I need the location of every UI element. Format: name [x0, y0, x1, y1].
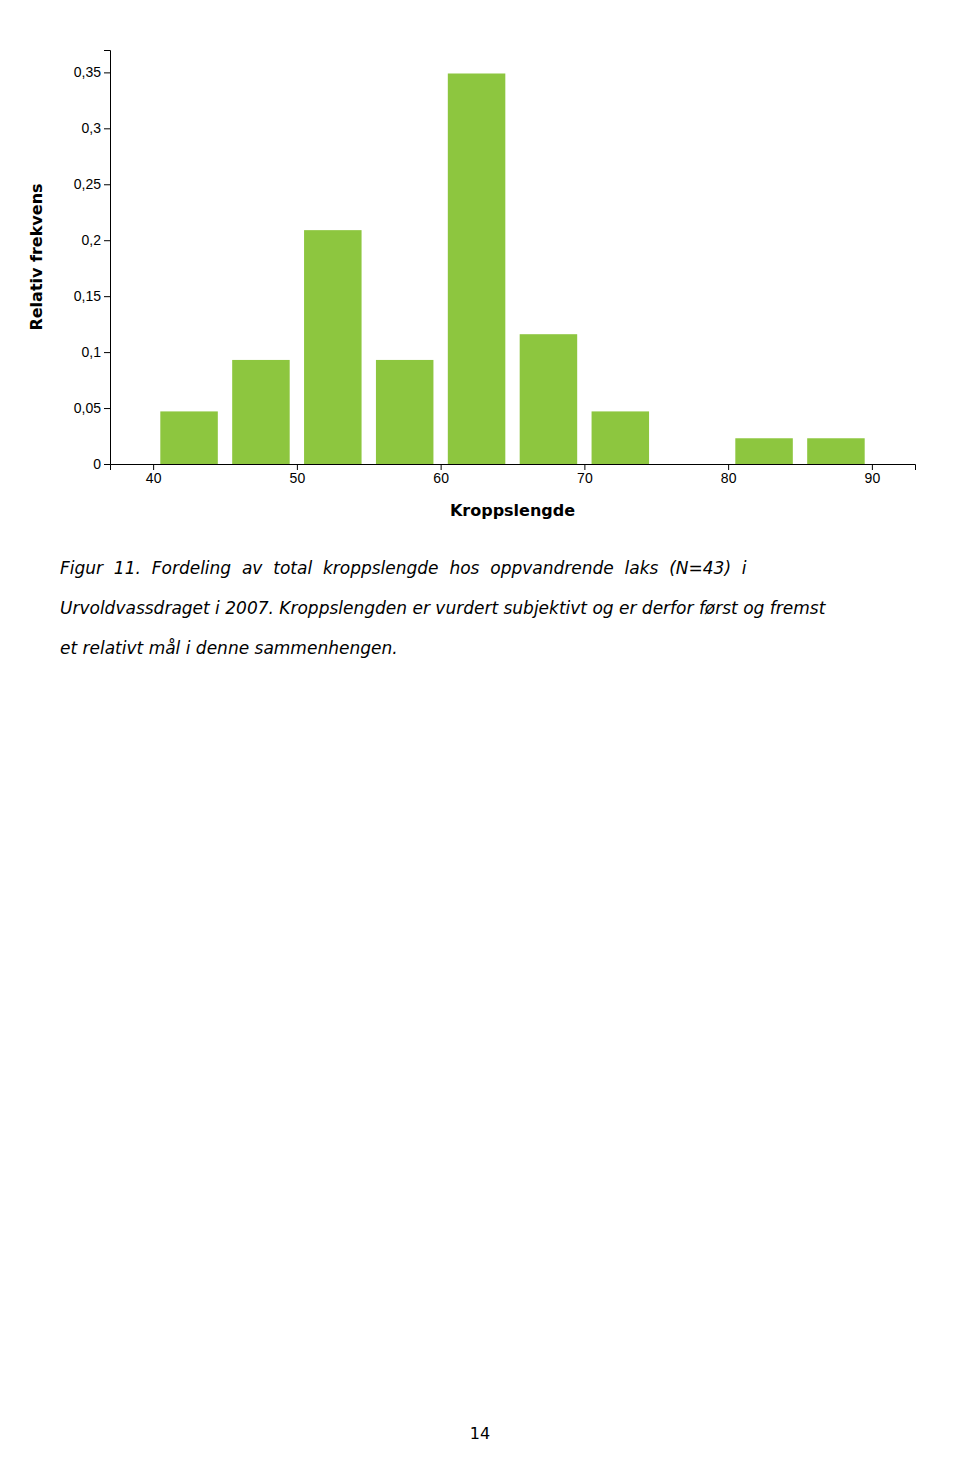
y-tick-mark [104, 128, 110, 129]
x-tick-label: 60 [433, 470, 449, 486]
y-tick: 0 [93, 456, 110, 472]
page-number: 14 [470, 1424, 490, 1443]
caption-line: Urvoldvassdraget i 2007. Kroppslengden e… [60, 598, 827, 618]
x-axis: 40 50 60 70 80 90 [111, 464, 916, 486]
y-tick-label: 0,05 [74, 400, 101, 416]
bar [663, 464, 721, 465]
y-tick-label: 0,2 [82, 232, 102, 248]
caption-line: et relativt mål i denne sammenhengen. [60, 638, 398, 658]
bars [160, 73, 864, 464]
bar [520, 334, 578, 464]
y-tick-mark [104, 408, 110, 409]
x-tick-label: 70 [577, 470, 593, 486]
y-tick-mark [104, 464, 110, 465]
y-tick-label: 0,15 [74, 288, 101, 304]
bar [376, 360, 434, 464]
bar [807, 438, 865, 464]
y-tick-mark [104, 72, 110, 73]
y-tick-label: 0 [93, 456, 101, 472]
y-tick-label: 0,3 [82, 120, 102, 136]
y-tick-mark [104, 352, 110, 353]
y-tick-label: 0,35 [74, 64, 101, 80]
bar [735, 438, 793, 464]
x-axis-line [111, 465, 916, 471]
x-tick: 90 [865, 464, 881, 486]
y-axis-title: Relativ frekvens [27, 183, 46, 330]
x-tick-label: 50 [290, 470, 306, 486]
bar [232, 360, 290, 464]
y-tick: 0,3 [82, 120, 110, 136]
bar [448, 73, 506, 464]
bar [304, 230, 362, 464]
y-tick-label: 0,1 [82, 344, 102, 360]
y-tick-mark [104, 240, 110, 241]
caption-line: Figur 11. Fordeling av total kroppslengd… [60, 558, 747, 578]
x-tick: 50 [290, 464, 306, 486]
y-tick: 0,25 [74, 176, 110, 192]
y-tick-mark [104, 184, 110, 185]
x-tick-label: 90 [865, 470, 881, 486]
y-tick-label: 0,25 [74, 176, 101, 192]
chart: 40 50 60 70 80 90 0 0,05 0,1 0,15 0,2 0,25 0,3 0,35 Kr… [0, 0, 960, 1474]
y-tick: 0,35 [74, 64, 110, 80]
x-tick-label: 40 [146, 470, 162, 486]
x-tick: 80 [721, 464, 737, 486]
y-axis: 0 0,05 0,1 0,15 0,2 0,25 0,3 0,35 [74, 51, 111, 472]
y-tick: 0,15 [74, 288, 110, 304]
x-tick: 70 [577, 464, 593, 486]
y-tick: 0,2 [82, 232, 110, 248]
x-axis-title: Kroppslengde [450, 501, 575, 520]
bar [592, 411, 650, 464]
bar [160, 411, 218, 464]
y-axis-line [104, 51, 111, 465]
y-tick-mark [104, 296, 110, 297]
x-tick: 40 [146, 464, 162, 486]
y-tick: 0,1 [82, 344, 110, 360]
x-tick: 60 [433, 464, 449, 486]
y-tick: 0,05 [74, 400, 110, 416]
x-tick-label: 80 [721, 470, 737, 486]
